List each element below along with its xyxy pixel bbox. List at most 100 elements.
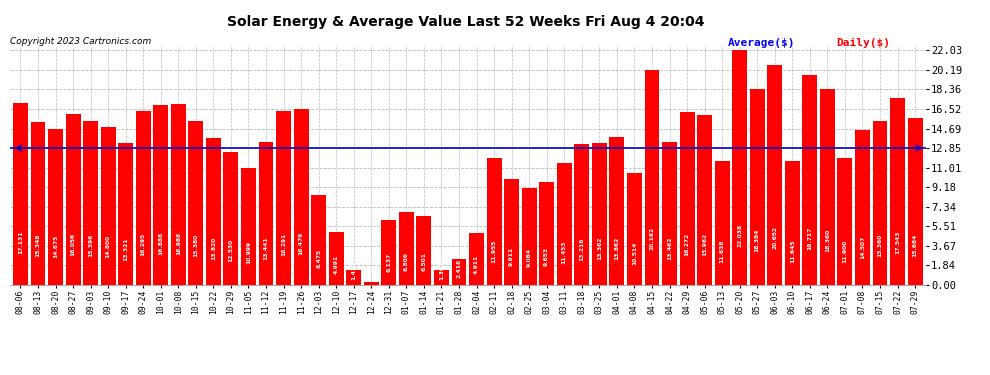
- Bar: [118, 143, 133, 285]
- Bar: [644, 70, 659, 285]
- Bar: [136, 111, 150, 285]
- Text: 19.717: 19.717: [808, 227, 813, 250]
- Text: 15.380: 15.380: [193, 234, 198, 257]
- Text: 15.684: 15.684: [913, 234, 918, 257]
- Bar: [592, 142, 607, 285]
- Text: 16.988: 16.988: [176, 231, 181, 255]
- Bar: [311, 195, 326, 285]
- Bar: [364, 282, 379, 285]
- Bar: [329, 232, 344, 285]
- Bar: [838, 158, 852, 285]
- Bar: [908, 118, 923, 285]
- Text: 11.453: 11.453: [561, 240, 566, 264]
- Bar: [767, 65, 782, 285]
- Text: 1.393: 1.393: [439, 260, 444, 280]
- Bar: [820, 89, 835, 285]
- Text: 8.475: 8.475: [316, 249, 321, 268]
- Bar: [171, 104, 186, 285]
- Bar: [610, 137, 625, 285]
- Bar: [574, 144, 589, 285]
- Text: 17.131: 17.131: [18, 231, 23, 254]
- Text: 9.653: 9.653: [544, 248, 549, 266]
- Text: 16.056: 16.056: [70, 233, 75, 256]
- Bar: [679, 112, 695, 285]
- Bar: [276, 111, 291, 285]
- Bar: [153, 105, 168, 285]
- Text: 13.441: 13.441: [263, 237, 268, 260]
- Text: 14.507: 14.507: [860, 236, 865, 259]
- Text: 9.084: 9.084: [527, 248, 532, 267]
- Text: 15.396: 15.396: [88, 234, 93, 257]
- Text: 2.416: 2.416: [456, 259, 461, 278]
- Bar: [241, 168, 256, 285]
- Text: 10.999: 10.999: [246, 241, 251, 264]
- Bar: [627, 173, 642, 285]
- Bar: [101, 128, 116, 285]
- Text: 9.911: 9.911: [509, 247, 514, 266]
- Text: 22.038: 22.038: [738, 224, 742, 247]
- Text: Average($): Average($): [728, 38, 795, 48]
- Bar: [540, 182, 554, 285]
- Text: 15.962: 15.962: [702, 233, 707, 256]
- Text: 13.362: 13.362: [597, 237, 602, 261]
- Text: 13.321: 13.321: [123, 237, 128, 261]
- Text: 15.360: 15.360: [877, 234, 882, 257]
- Bar: [83, 121, 98, 285]
- Bar: [258, 142, 273, 285]
- Bar: [890, 98, 905, 285]
- Text: 16.291: 16.291: [281, 232, 286, 256]
- Text: 16.479: 16.479: [299, 232, 304, 255]
- Bar: [65, 114, 80, 285]
- Bar: [399, 213, 414, 285]
- Text: 6.137: 6.137: [386, 253, 391, 272]
- Text: 12.530: 12.530: [229, 238, 234, 262]
- Text: 4.991: 4.991: [334, 255, 339, 274]
- Bar: [715, 161, 730, 285]
- Bar: [206, 138, 221, 285]
- Text: 20.652: 20.652: [772, 226, 777, 249]
- Bar: [417, 216, 432, 285]
- Text: 1.431: 1.431: [351, 260, 356, 279]
- Bar: [49, 129, 63, 285]
- Bar: [733, 50, 747, 285]
- Bar: [13, 102, 28, 285]
- Text: 13.216: 13.216: [579, 237, 584, 261]
- Text: 11.955: 11.955: [492, 240, 497, 263]
- Text: 11.900: 11.900: [842, 240, 847, 263]
- Text: Solar Energy & Average Value Last 52 Weeks Fri Aug 4 20:04: Solar Energy & Average Value Last 52 Wee…: [227, 15, 704, 29]
- Text: 14.800: 14.800: [106, 235, 111, 258]
- Text: 6.501: 6.501: [422, 252, 427, 272]
- Text: Daily($): Daily($): [837, 38, 891, 48]
- Bar: [662, 142, 677, 285]
- Bar: [785, 161, 800, 285]
- Bar: [803, 75, 818, 285]
- Text: 11.638: 11.638: [720, 240, 725, 263]
- Text: 11.645: 11.645: [790, 240, 795, 263]
- Text: 16.888: 16.888: [158, 232, 163, 255]
- Text: 16.295: 16.295: [141, 232, 146, 256]
- Text: 10.514: 10.514: [632, 242, 637, 265]
- Bar: [504, 179, 519, 285]
- Bar: [381, 220, 396, 285]
- Bar: [188, 121, 203, 285]
- Text: 20.162: 20.162: [649, 226, 654, 250]
- Bar: [224, 152, 239, 285]
- Text: 15.348: 15.348: [36, 234, 41, 257]
- Bar: [556, 163, 571, 285]
- Bar: [469, 232, 484, 285]
- Text: 4.911: 4.911: [474, 255, 479, 274]
- Text: 14.675: 14.675: [53, 235, 58, 258]
- Text: Copyright 2023 Cartronics.com: Copyright 2023 Cartronics.com: [10, 38, 151, 46]
- Bar: [346, 270, 361, 285]
- Bar: [294, 110, 309, 285]
- Text: 16.272: 16.272: [684, 232, 690, 256]
- Bar: [451, 259, 466, 285]
- Text: 13.462: 13.462: [667, 237, 672, 260]
- Text: 13.820: 13.820: [211, 237, 216, 260]
- Bar: [855, 130, 870, 285]
- Bar: [522, 188, 537, 285]
- Bar: [872, 122, 887, 285]
- Text: 18.384: 18.384: [754, 229, 759, 252]
- Text: 13.862: 13.862: [615, 236, 620, 260]
- Text: 6.806: 6.806: [404, 252, 409, 271]
